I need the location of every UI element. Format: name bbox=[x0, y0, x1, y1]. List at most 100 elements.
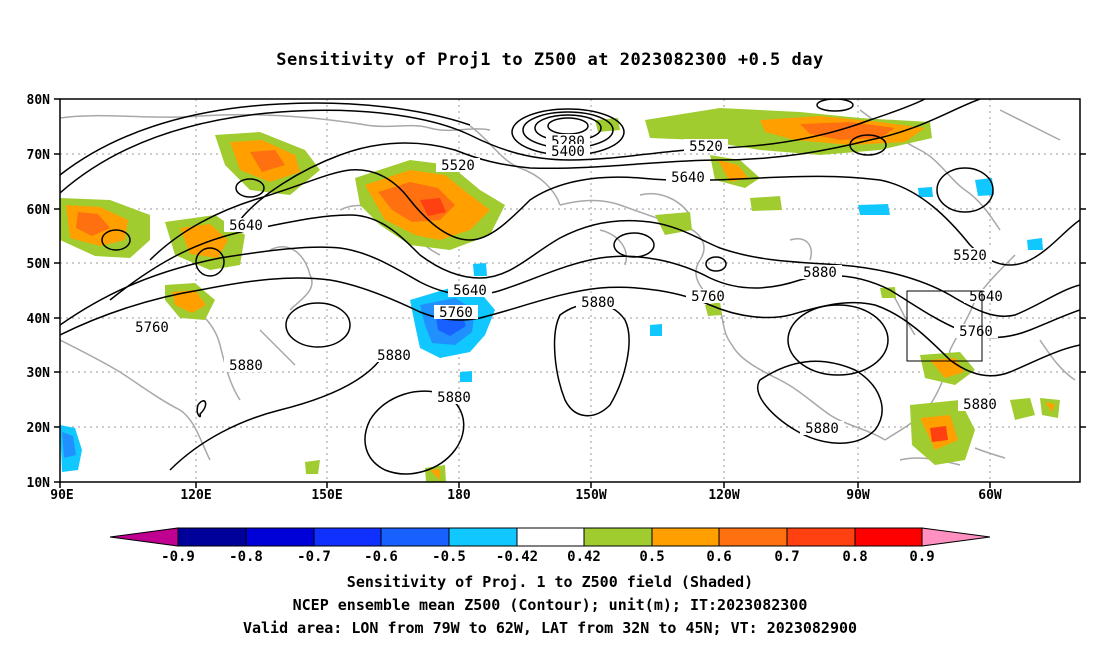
contour-label: 5880 bbox=[432, 390, 476, 406]
svg-text:5640: 5640 bbox=[453, 283, 487, 299]
colorbar-label: -0.8 bbox=[229, 549, 263, 565]
shade-region bbox=[420, 198, 446, 216]
contour-label: 5880 bbox=[224, 358, 268, 374]
colorbar-cell bbox=[854, 527, 923, 547]
caption-contour: NCEP ensemble mean Z500 (Contour); unit(… bbox=[292, 596, 808, 614]
lon-label: 90E bbox=[50, 488, 73, 503]
svg-text:5520: 5520 bbox=[953, 248, 987, 264]
svg-text:5880: 5880 bbox=[963, 397, 997, 413]
svg-text:5880: 5880 bbox=[437, 390, 471, 406]
colorbar-label: 0.42 bbox=[567, 549, 601, 565]
contour-label: 5640 bbox=[224, 218, 268, 234]
shade-region bbox=[705, 302, 722, 316]
contour-label: 5880 bbox=[958, 397, 1002, 413]
contour-label: 5880 bbox=[576, 295, 620, 311]
colorbar-cell bbox=[786, 527, 856, 547]
contour-labels: 5280 5400 5520 5520 5640 5640 5520 5640 … bbox=[130, 134, 1008, 437]
colorbar-label: 0.5 bbox=[639, 549, 664, 565]
colorbar-cell bbox=[245, 527, 315, 547]
colorbar-label: 0.8 bbox=[842, 549, 867, 565]
colorbar-cell bbox=[448, 527, 518, 547]
colorbar-label: -0.9 bbox=[161, 549, 195, 565]
contour-label: 5520 bbox=[436, 158, 480, 174]
colorbar-label: 0.6 bbox=[706, 549, 731, 565]
svg-text:5640: 5640 bbox=[969, 289, 1003, 305]
shade-region bbox=[750, 196, 782, 211]
shade-region bbox=[918, 187, 933, 197]
svg-text:5640: 5640 bbox=[229, 218, 263, 234]
contour-label: 5760 bbox=[686, 289, 730, 305]
svg-text:5880: 5880 bbox=[581, 295, 615, 311]
lat-label: 20N bbox=[27, 421, 51, 436]
colorbar-cell bbox=[583, 527, 653, 547]
lat-label: 70N bbox=[27, 148, 51, 163]
svg-text:5520: 5520 bbox=[441, 158, 475, 174]
svg-text:5520: 5520 bbox=[689, 139, 723, 155]
lon-label: 180 bbox=[447, 488, 471, 503]
svg-text:5880: 5880 bbox=[377, 348, 411, 364]
shade-region bbox=[930, 426, 948, 442]
plot-title: Sensitivity of Proj1 to Z500 at 20230823… bbox=[276, 50, 824, 70]
colorbar-high-triangle bbox=[921, 527, 991, 547]
contour-label: 5640 bbox=[964, 289, 1008, 305]
shade-region bbox=[62, 432, 76, 458]
lat-label: 10N bbox=[27, 476, 51, 491]
contour-label: 5760 bbox=[434, 305, 478, 321]
shade-region bbox=[858, 204, 890, 215]
shade-region bbox=[975, 178, 994, 196]
colorbar-label: -0.7 bbox=[297, 549, 331, 565]
lat-label: 60N bbox=[27, 203, 51, 218]
contour-label: 5880 bbox=[798, 265, 842, 281]
contour-label: 5640 bbox=[448, 283, 492, 299]
colorbar-label: -0.5 bbox=[432, 549, 466, 565]
colorbar-low-triangle bbox=[109, 527, 179, 547]
colorbar-cell bbox=[380, 527, 450, 547]
colorbar-cell bbox=[718, 527, 788, 547]
contour-label: 5880 bbox=[800, 421, 844, 437]
svg-text:5760: 5760 bbox=[691, 289, 725, 305]
colorbar-cell bbox=[651, 527, 720, 547]
valid-area-box bbox=[906, 290, 983, 362]
lon-label: 120W bbox=[708, 488, 739, 503]
lat-label: 40N bbox=[27, 312, 51, 327]
svg-text:5880: 5880 bbox=[803, 265, 837, 281]
shade-region bbox=[650, 324, 662, 336]
colorbar bbox=[109, 527, 991, 547]
lat-label: 30N bbox=[27, 366, 51, 381]
lat-label: 80N bbox=[27, 93, 51, 108]
shade-region bbox=[880, 287, 896, 298]
caption-shading: Sensitivity of Proj. 1 to Z500 field (Sh… bbox=[346, 573, 754, 591]
contour-label: 5760 bbox=[954, 324, 998, 340]
lon-label: 150E bbox=[311, 488, 342, 503]
svg-text:5880: 5880 bbox=[229, 358, 263, 374]
shade-region bbox=[1027, 238, 1043, 250]
contour-label: 5640 bbox=[666, 170, 710, 186]
lon-label: 60W bbox=[978, 488, 1002, 503]
colorbar-label: -0.42 bbox=[496, 549, 538, 565]
colorbar-label: 0.9 bbox=[909, 549, 934, 565]
longitude-labels: 90E 120E 150E 180 150W 120W 90W 60W bbox=[50, 488, 1002, 503]
contour-label: 5880 bbox=[372, 348, 416, 364]
colorbar-label: -0.6 bbox=[364, 549, 398, 565]
shade-region bbox=[76, 212, 110, 236]
shade-region bbox=[655, 212, 692, 235]
colorbar-cell bbox=[313, 527, 382, 547]
lon-label: 90W bbox=[846, 488, 870, 503]
colorbar-labels: -0.9 -0.8 -0.7 -0.6 -0.5 -0.42 0.42 0.5 … bbox=[161, 549, 935, 565]
svg-text:5760: 5760 bbox=[439, 305, 473, 321]
svg-text:5760: 5760 bbox=[135, 320, 169, 336]
svg-text:5880: 5880 bbox=[805, 421, 839, 437]
shade-region bbox=[1045, 402, 1055, 412]
svg-text:5400: 5400 bbox=[551, 144, 585, 160]
colorbar-cell bbox=[516, 527, 585, 547]
shade-region bbox=[430, 469, 440, 480]
caption-valid-area: Valid area: LON from 79W to 62W, LAT fro… bbox=[242, 619, 858, 637]
shade-region bbox=[172, 290, 206, 313]
latitude-labels: 80N 70N 60N 50N 40N 30N 20N 10N bbox=[27, 93, 51, 491]
colorbar-label: 0.7 bbox=[774, 549, 799, 565]
axis-ticks bbox=[54, 98, 1086, 488]
contour-label: 5400 bbox=[546, 144, 590, 160]
contour-label: 5520 bbox=[948, 248, 992, 264]
lat-label: 50N bbox=[27, 257, 51, 272]
